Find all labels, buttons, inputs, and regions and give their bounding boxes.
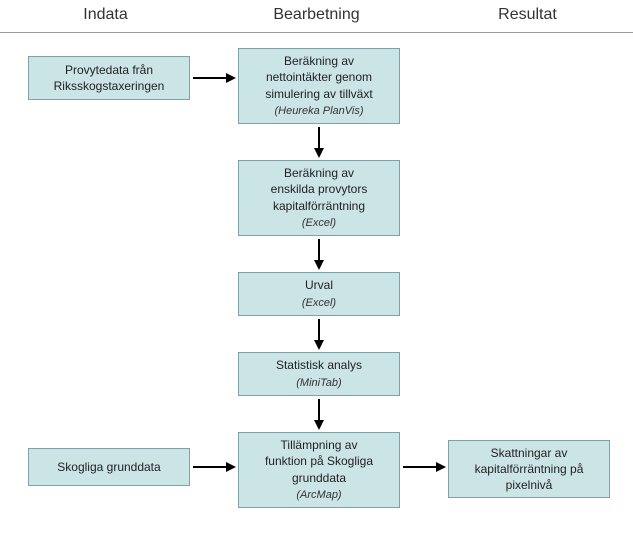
header-row: Indata Bearbetning Resultat <box>0 0 633 33</box>
node-proc2: Beräkning avenskilda provytorskapitalför… <box>238 160 400 236</box>
node-proc3: Urval (Excel) <box>238 272 400 316</box>
node-text: funktion på Skogliga <box>265 453 373 469</box>
node-indata2: Skogliga grunddata <box>28 448 190 486</box>
node-text: Beräkning av <box>284 53 354 69</box>
node-text: simulering av tillväxt <box>265 86 372 102</box>
node-text: Provytedata från <box>65 62 153 78</box>
node-text: pixelnivå <box>506 477 553 493</box>
node-subtext: (ArcMap) <box>296 488 341 503</box>
node-subtext: (Heureka PlanVis) <box>274 104 363 119</box>
node-subtext: (Excel) <box>302 296 336 311</box>
header-col-indata: Indata <box>0 6 211 24</box>
node-text: Statistisk analys <box>276 357 362 373</box>
arrow-right <box>403 466 445 468</box>
node-proc4: Statistisk analys (MiniTab) <box>238 352 400 396</box>
node-indata1: Provytedata frånRiksskogstaxeringen <box>28 56 190 100</box>
node-proc1: Beräkning avnettointäkter genomsimulerin… <box>238 48 400 124</box>
arrow-right <box>193 77 235 79</box>
node-result1: Skattningar avkapitalförräntning påpixel… <box>448 440 610 498</box>
arrow-right <box>193 466 235 468</box>
node-text: Beräkning av <box>284 165 354 181</box>
node-proc5: Tillämpning avfunktion på Skogligagrundd… <box>238 432 400 508</box>
node-subtext: (Excel) <box>302 216 336 231</box>
header-col-bearbetning: Bearbetning <box>211 6 422 24</box>
arrow-down <box>318 127 320 157</box>
node-text: kapitalförräntning på <box>475 461 584 477</box>
node-text: kapitalförräntning <box>273 198 365 214</box>
arrow-down <box>318 319 320 349</box>
header-col-resultat: Resultat <box>422 6 633 24</box>
arrow-down <box>318 239 320 269</box>
node-text: Skattningar av <box>491 445 568 461</box>
node-text: nettointäkter genom <box>266 69 372 85</box>
node-text: Skogliga grunddata <box>57 459 160 475</box>
node-text: Riksskogstaxeringen <box>54 78 165 94</box>
node-text: grunddata <box>292 470 346 486</box>
node-text: Urval <box>305 277 333 293</box>
node-subtext: (MiniTab) <box>296 376 341 391</box>
arrow-down <box>318 399 320 429</box>
node-text: enskilda provytors <box>271 181 368 197</box>
node-text: Tillämpning av <box>281 437 358 453</box>
